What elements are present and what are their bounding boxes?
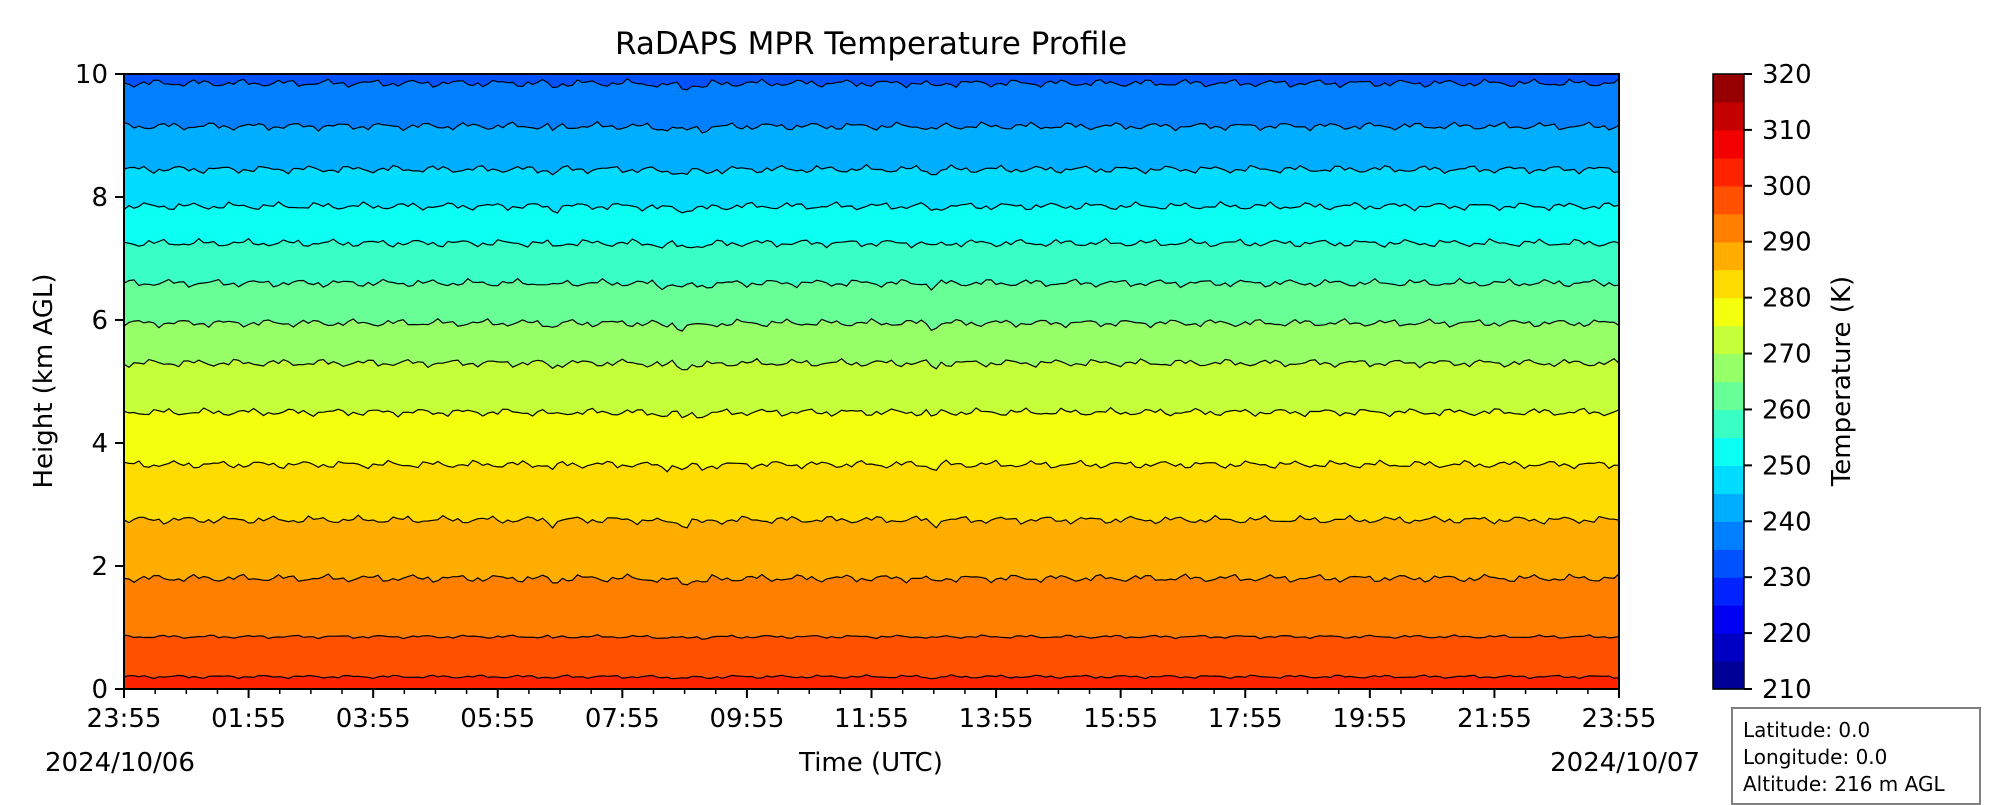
colorbar-bin <box>1713 605 1744 634</box>
colorbar-bin <box>1713 465 1744 494</box>
colorbar-bin <box>1713 353 1744 383</box>
temperature-band <box>124 460 1619 528</box>
temperature-band <box>124 164 1619 213</box>
temperature-band <box>124 121 1619 175</box>
x-tick-label: 15:55 <box>1083 704 1158 734</box>
colorbar: 210 220 230 240 250 260 270 280 290 300 310 320 <box>1712 60 1812 705</box>
colorbar-tick-label: 240 <box>1762 507 1812 537</box>
colorbar-bin <box>1713 521 1744 550</box>
station-info-box: Latitude: 0.0 Longitude: 0.0 Altitude: 2… <box>1731 707 1981 805</box>
altitude-text: Altitude: 216 m AGL <box>1743 772 1945 796</box>
temperature-band <box>124 573 1619 640</box>
y-tick-label: 6 <box>91 306 108 336</box>
contour-line-250 <box>124 200 1619 214</box>
colorbar-bin <box>1713 325 1744 355</box>
temperature-band <box>124 407 1619 472</box>
temperature-band <box>124 201 1619 248</box>
x-date-start: 2024/10/06 <box>45 748 195 778</box>
colorbar-bin <box>1713 493 1744 522</box>
colorbar-bin <box>1713 577 1744 606</box>
colorbar-bin <box>1713 409 1744 439</box>
x-tick-label: 01:55 <box>211 704 286 734</box>
contour-line-240 <box>124 120 1619 134</box>
temperature-band <box>124 278 1619 332</box>
contour-line-260 <box>124 277 1619 291</box>
x-tick-label: 11:55 <box>834 704 909 734</box>
latitude-text: Latitude: 0.0 <box>1743 718 1871 742</box>
colorbar-tick-label: 250 <box>1762 451 1812 481</box>
colorbar-tick-label: 230 <box>1762 563 1812 593</box>
contour-line-245 <box>124 163 1619 176</box>
y-axis: 0 2 4 6 8 10 <box>75 60 124 705</box>
colorbar-bin <box>1713 661 1744 690</box>
chart-title: RaDAPS MPR Temperature Profile <box>615 26 1127 62</box>
y-tick-label: 10 <box>75 60 108 90</box>
y-axis-label: Height (km AGL) <box>29 273 59 488</box>
colorbar-bin <box>1713 129 1744 159</box>
colorbar-bin <box>1713 157 1744 187</box>
y-tick-label: 4 <box>91 429 108 459</box>
colorbar-tick-label: 300 <box>1762 172 1812 202</box>
colorbar-tick-label: 220 <box>1762 619 1812 649</box>
contour-line-265 <box>124 317 1619 332</box>
temperature-band <box>124 358 1619 418</box>
y-tick-label: 0 <box>91 675 108 705</box>
temperature-band <box>124 515 1619 585</box>
x-tick-label: 23:55 <box>1582 704 1657 734</box>
temperature-band <box>124 238 1619 290</box>
contour-line-275 <box>124 406 1619 419</box>
colorbar-tick-label: 290 <box>1762 228 1812 258</box>
contour-line-235 <box>124 77 1619 91</box>
x-tick-label: 05:55 <box>460 704 535 734</box>
temperature-band <box>124 318 1619 370</box>
longitude-text: Longitude: 0.0 <box>1743 745 1888 769</box>
contour-lines <box>124 77 1619 680</box>
colorbar-tick-label: 280 <box>1762 284 1812 314</box>
colorbar-bin <box>1713 101 1744 131</box>
temperature-band <box>124 78 1619 134</box>
contour-line-285 <box>124 514 1619 529</box>
colorbar-bin <box>1713 633 1744 662</box>
colorbar-bin <box>1713 213 1744 243</box>
colorbar-bin <box>1713 549 1744 578</box>
contour-line-270 <box>124 357 1619 371</box>
colorbar-frame <box>1712 73 1745 690</box>
colorbar-bin <box>1713 437 1744 466</box>
temperature-band <box>124 674 1619 689</box>
x-tick-label: 07:55 <box>585 704 660 734</box>
temperature-band <box>124 634 1619 679</box>
colorbar-tick-label: 320 <box>1762 60 1812 90</box>
colorbar-bin <box>1713 241 1744 271</box>
temperature-fill <box>124 74 1619 689</box>
colorbar-bin <box>1713 381 1744 411</box>
contour-line-300 <box>124 674 1619 680</box>
contour-line-255 <box>124 237 1619 249</box>
colorbar-tick-label: 310 <box>1762 116 1812 146</box>
x-tick-label: 17:55 <box>1208 704 1283 734</box>
colorbar-bin <box>1713 74 1744 103</box>
x-axis-label: Time (UTC) <box>798 748 943 778</box>
x-tick-label: 21:55 <box>1457 704 1532 734</box>
colorbar-bin <box>1713 185 1744 215</box>
y-tick-label: 8 <box>91 183 108 213</box>
x-axis: 23:55 01:55 03:55 05:55 07:55 09:55 11:55 13:55… <box>87 689 1657 734</box>
x-tick-label: 13:55 <box>959 704 1034 734</box>
contour-line-280 <box>124 459 1619 473</box>
colorbar-bin <box>1713 269 1744 299</box>
colorbar-tick-label: 260 <box>1762 395 1812 425</box>
x-date-end: 2024/10/07 <box>1550 748 1700 778</box>
x-tick-label: 03:55 <box>336 704 411 734</box>
colorbar-bin <box>1713 297 1744 327</box>
x-tick-label: 09:55 <box>709 704 784 734</box>
temperature-band <box>124 74 1619 90</box>
colorbar-tick-label: 270 <box>1762 340 1812 370</box>
x-tick-label: 19:55 <box>1332 704 1407 734</box>
y-tick-label: 2 <box>91 552 108 582</box>
x-tick-label: 23:55 <box>87 704 162 734</box>
colorbar-tick-label: 210 <box>1762 675 1812 705</box>
contour-line-290 <box>124 573 1619 586</box>
colorbar-label: Temperature (K) <box>1827 276 1857 487</box>
contour-line-295 <box>124 634 1619 640</box>
